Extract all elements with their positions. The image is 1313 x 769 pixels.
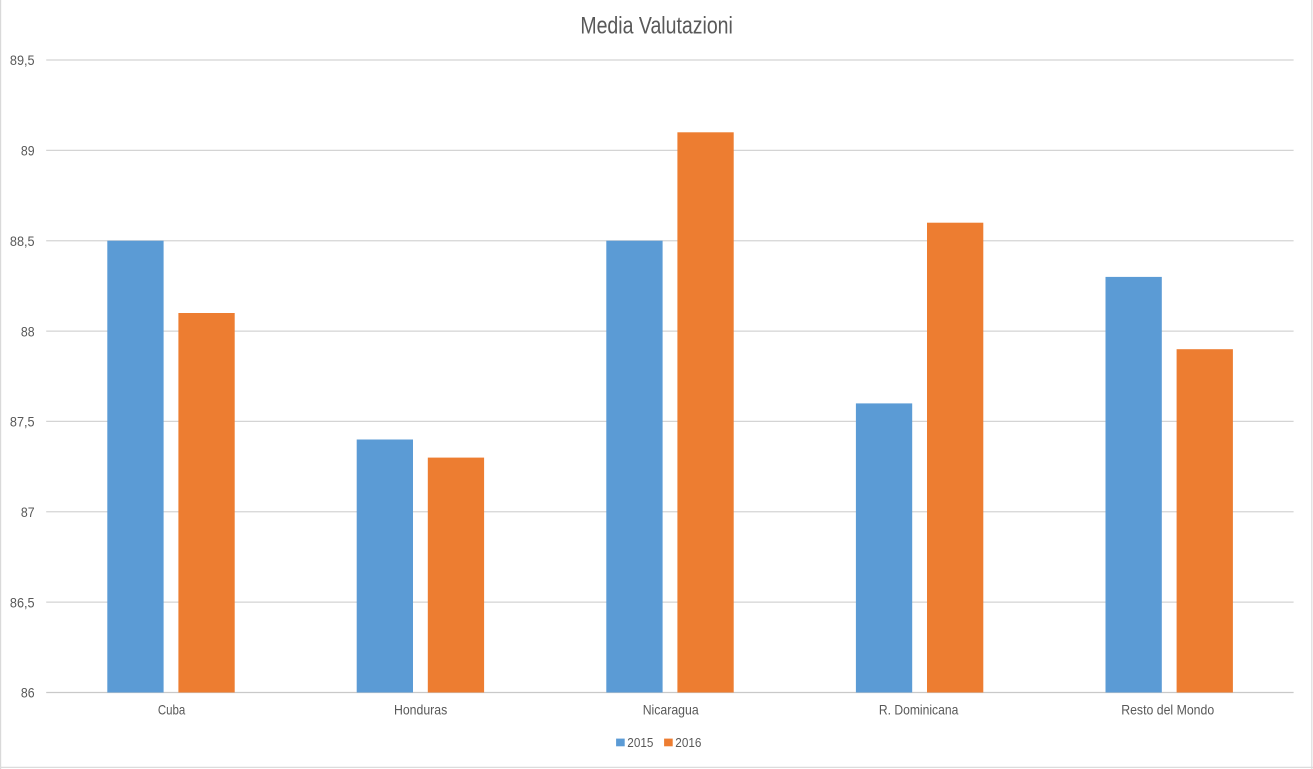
svg-text:87,5: 87,5 [10,414,35,430]
svg-text:Nicaragua: Nicaragua [643,702,699,718]
svg-text:87: 87 [21,504,35,520]
svg-text:86: 86 [21,685,35,701]
svg-text:86,5: 86,5 [10,594,35,610]
svg-text:88,5: 88,5 [10,233,35,249]
svg-text:2015: 2015 [627,735,653,750]
svg-text:89: 89 [21,143,35,159]
svg-text:Resto del Mondo: Resto del Mondo [1121,702,1214,718]
svg-text:88: 88 [21,323,35,339]
svg-text:Cuba: Cuba [158,702,186,718]
svg-text:89,5: 89,5 [10,52,35,68]
svg-text:Honduras: Honduras [394,702,447,718]
svg-text:2016: 2016 [675,735,701,750]
svg-text:R. Dominicana: R. Dominicana [879,702,959,718]
svg-text:Media Valutazioni: Media Valutazioni [580,12,733,39]
